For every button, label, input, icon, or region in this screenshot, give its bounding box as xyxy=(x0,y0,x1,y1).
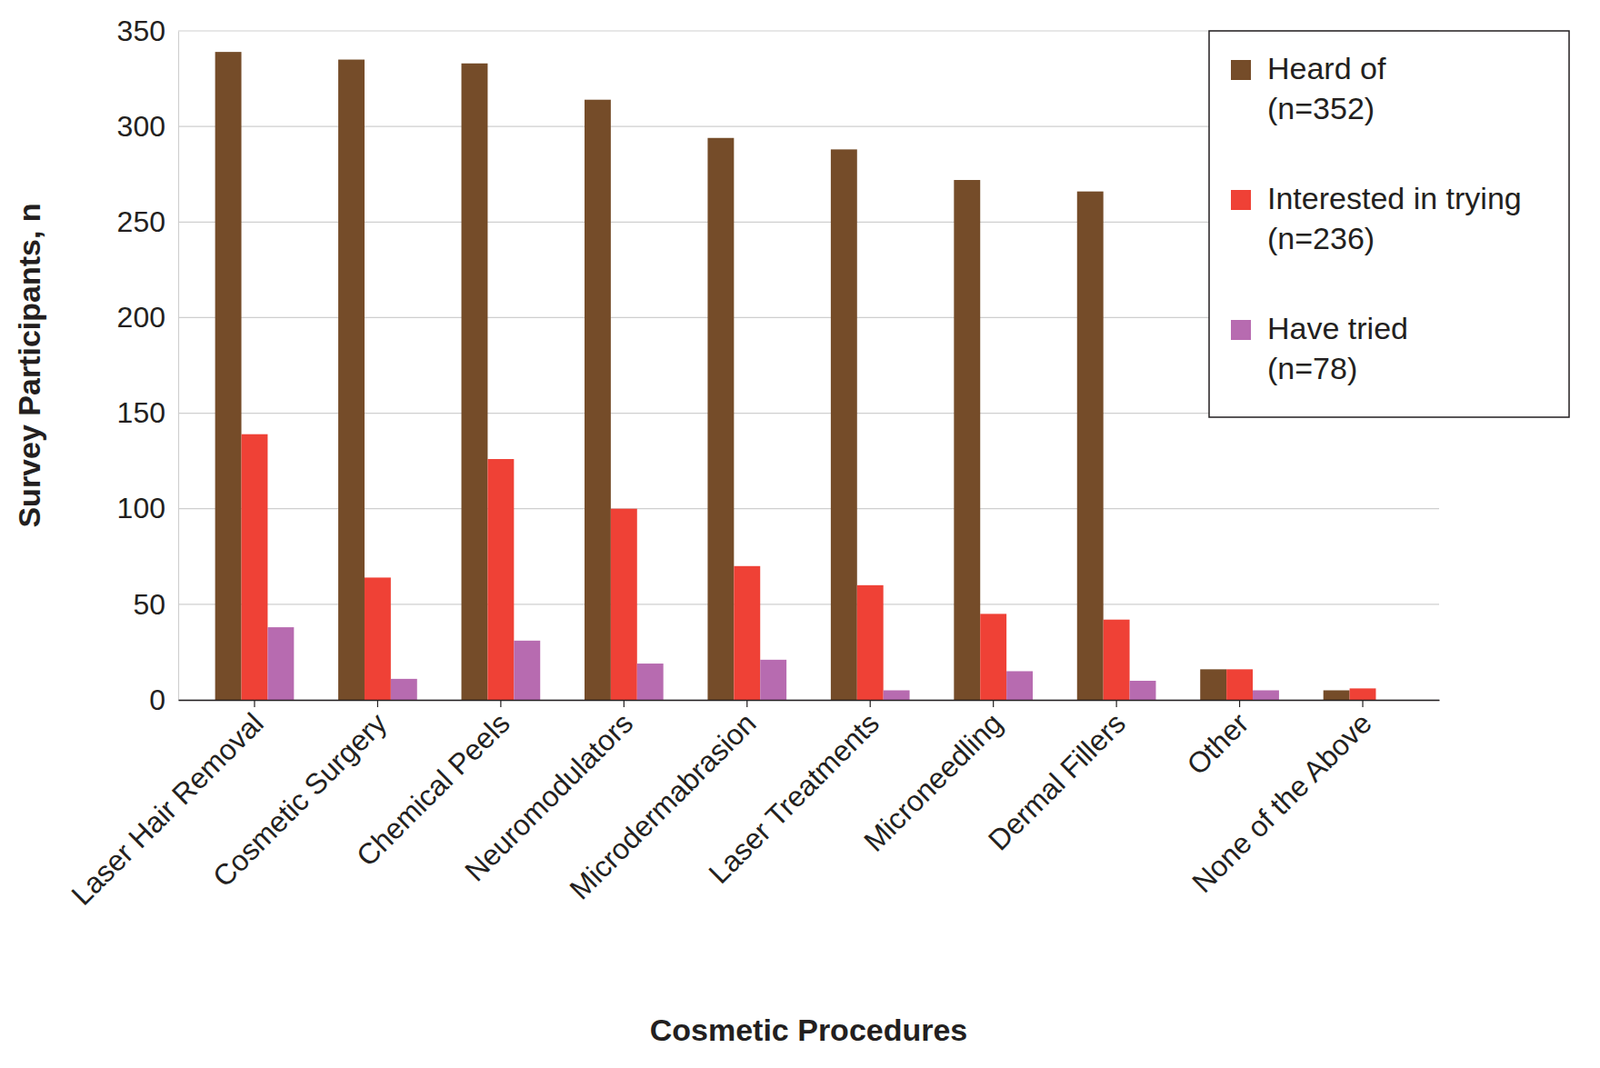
x-tick-mark xyxy=(992,700,994,708)
legend-label: Interested in trying(n=236) xyxy=(1267,180,1522,256)
y-axis: 0 50 100 150 200 250 300 350 xyxy=(117,14,180,717)
bar xyxy=(584,100,611,700)
legend-label: Heard of(n=352) xyxy=(1267,50,1387,126)
legend-swatch xyxy=(1230,190,1251,210)
y-tick: 0 xyxy=(149,683,179,717)
bar xyxy=(461,63,489,700)
bar xyxy=(857,585,884,700)
y-tick-label: 300 xyxy=(117,110,166,143)
bar xyxy=(980,613,1007,700)
x-tick-label: Dermal Fillers xyxy=(981,706,1132,857)
bar xyxy=(760,660,787,700)
bar xyxy=(364,577,391,700)
bar xyxy=(1252,690,1280,700)
bar xyxy=(610,509,638,700)
bar xyxy=(953,180,980,700)
bar xyxy=(1103,620,1130,700)
x-axis-title: Cosmetic Procedures xyxy=(650,1012,969,1048)
x-axis: Laser Hair RemovalCosmetic SurgeryChemic… xyxy=(64,700,1440,912)
y-tick: 100 xyxy=(117,491,179,525)
chart: 0 50 100 150 200 250 300 350 Laser Hair RemovalC… xyxy=(0,0,1600,1068)
bar xyxy=(390,679,418,700)
y-tick-label: 150 xyxy=(117,396,166,430)
bar xyxy=(1077,191,1104,700)
legend-swatch xyxy=(1230,320,1251,340)
bar xyxy=(883,690,910,700)
y-tick: 300 xyxy=(117,110,179,143)
bar xyxy=(733,566,760,700)
bar xyxy=(637,663,664,700)
legend-swatch xyxy=(1230,60,1251,80)
bar xyxy=(1226,669,1253,700)
bars xyxy=(215,51,1377,700)
y-tick-label: 250 xyxy=(117,205,166,239)
bar xyxy=(1006,670,1033,700)
grid-line xyxy=(178,508,1440,510)
x-tick-label: Laser Treatments xyxy=(702,706,887,890)
y-tick-label: 100 xyxy=(117,491,166,525)
y-tick: 150 xyxy=(117,396,179,430)
y-tick: 50 xyxy=(132,588,179,621)
legend: Heard of(n=352) Interested in trying(n=23… xyxy=(1209,30,1570,418)
x-tick: Dermal Fillers xyxy=(981,700,1132,857)
x-tick: Laser Treatments xyxy=(702,700,887,890)
y-tick-label: 50 xyxy=(132,588,166,621)
x-tick-mark xyxy=(1239,700,1240,708)
x-tick-mark xyxy=(1361,700,1363,708)
x-tick-mark xyxy=(1116,700,1118,708)
x-tick-mark xyxy=(623,700,625,708)
bar xyxy=(215,51,242,700)
y-tick-label: 350 xyxy=(117,14,166,48)
bar xyxy=(1200,669,1227,700)
y-tick-label: 200 xyxy=(117,300,166,334)
bar xyxy=(1323,690,1350,700)
bar xyxy=(513,640,540,700)
x-tick-label: None of the Above xyxy=(1185,706,1379,900)
bar xyxy=(1350,688,1377,700)
y-tick-label: 0 xyxy=(149,683,166,717)
x-axis-line xyxy=(179,700,1440,702)
bar xyxy=(830,149,858,700)
y-tick: 250 xyxy=(117,205,179,239)
bar xyxy=(487,459,514,700)
bar xyxy=(1130,680,1157,700)
x-tick-mark xyxy=(500,700,501,708)
x-tick-mark xyxy=(377,700,379,708)
bar xyxy=(338,60,365,700)
x-tick-mark xyxy=(253,700,255,708)
x-tick: Other xyxy=(1180,700,1255,781)
x-tick: None of the Above xyxy=(1185,700,1379,900)
y-tick: 200 xyxy=(117,300,179,334)
y-tick: 350 xyxy=(117,14,179,48)
x-tick-label: Other xyxy=(1180,706,1255,781)
bar xyxy=(267,627,294,700)
bar xyxy=(241,434,269,700)
legend-label: Have tried(n=78) xyxy=(1267,310,1409,386)
y-axis-line xyxy=(178,31,180,701)
x-tick-mark xyxy=(746,700,748,708)
x-tick-mark xyxy=(870,700,871,708)
legend-box xyxy=(1209,30,1570,418)
y-axis-title: Survey Participants, n xyxy=(11,202,47,528)
bar xyxy=(707,138,734,700)
